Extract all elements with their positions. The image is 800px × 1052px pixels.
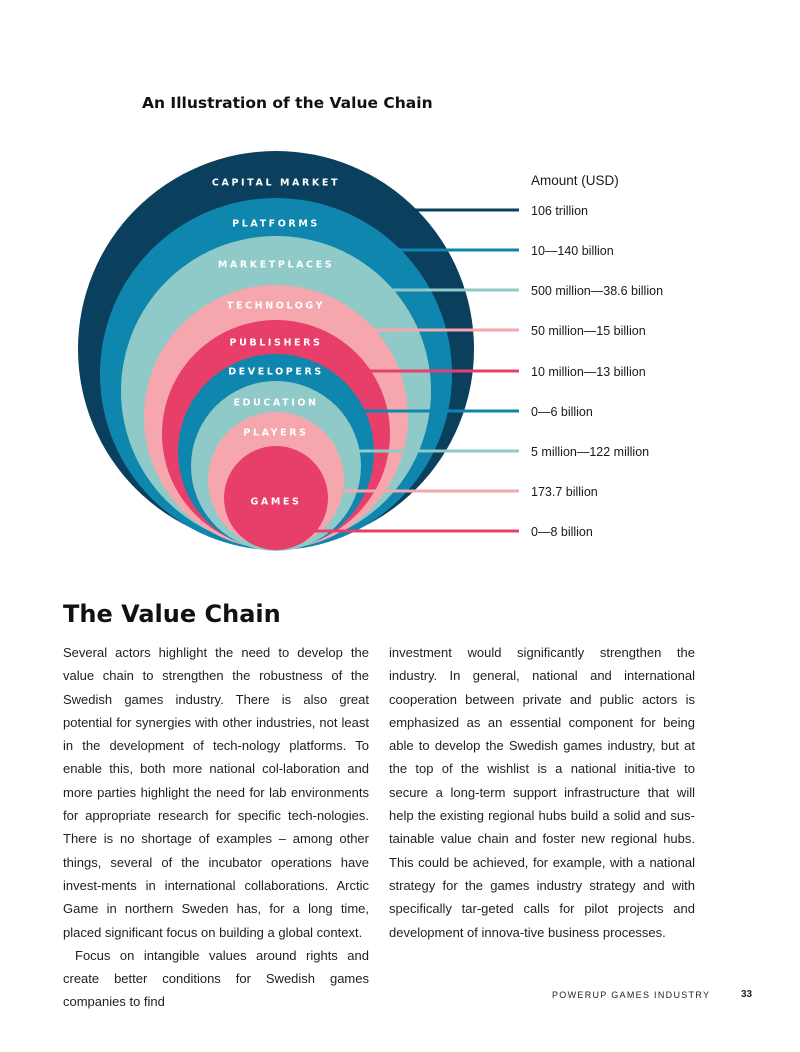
- paragraph: investment would significantly strengthe…: [389, 645, 695, 940]
- ring-label-platforms: PLATFORMS: [232, 219, 320, 230]
- article-column-left: Several actors highlight the need to dev…: [63, 641, 369, 1014]
- amount-label-education: 5 million—122 million: [531, 445, 649, 459]
- section-title: The Value Chain: [63, 600, 281, 628]
- amount-label-marketplaces: 500 million—38.6 billion: [531, 284, 663, 298]
- amount-label-platforms: 10—140 billion: [531, 244, 614, 258]
- page-number: 33: [741, 989, 753, 1000]
- ring-label-developers: DEVELOPERS: [228, 367, 324, 378]
- ring-label-capital-market: CAPITAL MARKET: [212, 178, 340, 189]
- amount-label-players: 173.7 billion: [531, 485, 598, 499]
- ring-label-games: GAMES: [251, 497, 302, 508]
- ring-label-marketplaces: MARKETPLACES: [218, 260, 334, 271]
- ring-label-education: EDUCATION: [233, 398, 318, 409]
- amount-label-publishers: 10 million—13 billion: [531, 365, 646, 379]
- ring-label-technology: TECHNOLOGY: [227, 301, 325, 312]
- amount-label-developers: 0—6 billion: [531, 405, 593, 419]
- amount-label-games: 0—8 billion: [531, 525, 593, 539]
- figure-title: An Illustration of the Value Chain: [142, 94, 433, 112]
- rings-layer: [78, 151, 474, 551]
- publication-name: POWERUP GAMES INDUSTRY: [552, 990, 711, 1000]
- article-column-right: investment would significantly strengthe…: [389, 641, 695, 944]
- amount-labels: 106 trillion 10—140 billion 500 million—38…: [531, 204, 663, 539]
- amount-header: Amount (USD): [531, 173, 619, 188]
- ring-label-players: PLAYERS: [243, 428, 308, 439]
- paragraph: Several actors highlight the need to dev…: [63, 645, 369, 940]
- ring-games: [224, 446, 328, 550]
- ring-label-publishers: PUBLISHERS: [230, 338, 323, 349]
- ring-labels: CAPITAL MARKET PLATFORMS MARKETPLACES TECHN…: [212, 178, 340, 508]
- amount-label-capital-market: 106 trillion: [531, 204, 588, 218]
- connector-lines: [314, 208, 519, 533]
- paragraph: Focus on intangible values around rights…: [63, 947, 369, 1010]
- value-chain-diagram: CAPITAL MARKET PLATFORMS MARKETPLACES TECHN…: [78, 151, 663, 551]
- amount-label-technology: 50 million—15 billion: [531, 324, 646, 338]
